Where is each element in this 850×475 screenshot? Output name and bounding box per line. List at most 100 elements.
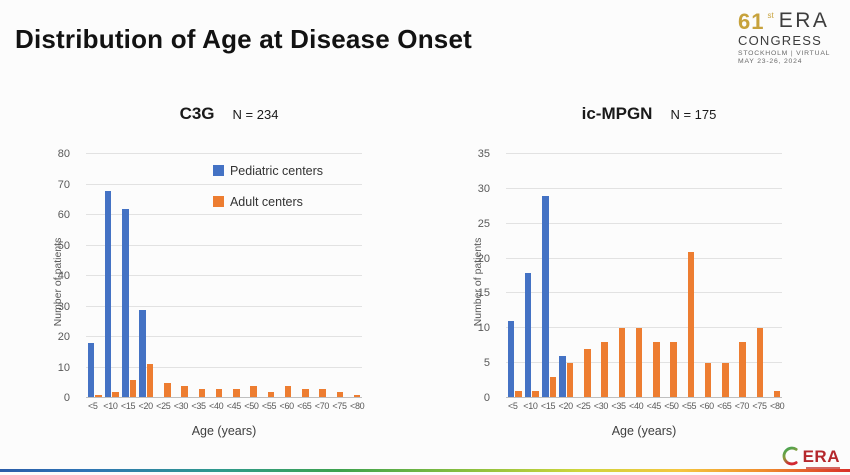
x-tick-label: <55: [681, 401, 697, 411]
gridline: [506, 257, 782, 259]
adult-bar: [670, 342, 677, 398]
bar-group: [523, 154, 540, 398]
adult-bar: [549, 377, 557, 398]
x-tick-label: <20: [138, 401, 154, 411]
era-logo-text: ERA: [802, 446, 840, 466]
x-axis-title: Age (years): [611, 424, 677, 438]
x-axis-line: [506, 397, 782, 398]
x-tick-label: <50: [244, 401, 259, 411]
bar-group: [610, 154, 627, 398]
pediatric-bar: [122, 208, 129, 398]
y-tick-label: 15: [477, 287, 490, 300]
x-tick-label: <80: [770, 401, 785, 411]
x-tick-label: <5: [87, 401, 98, 411]
y-axis-labels: 0 5 10 15 20 25 30 35: [450, 148, 498, 404]
bar-group: [86, 154, 103, 398]
bar-group: [765, 154, 782, 398]
adult-bar: [532, 391, 539, 398]
adult-bar: [95, 394, 102, 398]
slide-title: Distribution of Age at Disease Onset: [15, 24, 472, 54]
adult-bar: [687, 251, 695, 398]
x-tick-label: <40: [629, 401, 644, 411]
adult-bar: [336, 391, 344, 398]
x-tick-label: <70: [314, 401, 330, 411]
plot-area: [506, 153, 782, 398]
bar-group: [207, 154, 224, 398]
y-tick-label: 30: [477, 182, 490, 195]
bar-group: [259, 154, 276, 398]
era-footer-logo: ERA: [782, 446, 840, 469]
x-tick-label: <60: [699, 401, 715, 411]
y-tick-label: 30: [57, 300, 70, 313]
y-tick-label: 35: [477, 148, 490, 160]
adult-bar: [112, 391, 119, 398]
legend-entry: Pediatric centers: [212, 164, 323, 178]
bar-groups: [506, 154, 782, 398]
gridline: [86, 305, 362, 307]
x-axis-title: Age (years): [191, 424, 257, 438]
bar-group: [155, 154, 172, 398]
pediatric-bar: [559, 356, 566, 398]
adult-bar: [722, 363, 729, 398]
y-axis-labels: 0 10 20 30 40 50 60 70 80: [30, 148, 78, 404]
adult-bar: [233, 388, 240, 398]
gridline: [506, 362, 782, 364]
plot-area: Pediatric centers Adult centers: [86, 153, 362, 398]
adult-bar: [319, 388, 326, 398]
y-tick-label: 10: [477, 322, 490, 335]
gridline: [86, 275, 362, 276]
gridline: [506, 327, 782, 329]
adult-bar: [267, 391, 275, 398]
y-tick-label: 20: [57, 331, 70, 343]
bar-group: [679, 154, 696, 398]
x-axis-labels: <5 <10 <15 <20 <25 <30 <35 <40 <45 <50 <55 <60 <65 <7…: [504, 401, 786, 411]
chart-title: ic-MPGN: [581, 104, 653, 123]
gridline: [86, 214, 362, 215]
bar-group: [748, 154, 765, 398]
legend-swatch-icon: [212, 165, 224, 177]
adult-bar: [250, 385, 257, 398]
pediatric-bar: [524, 272, 532, 398]
x-tick-label: <75: [752, 401, 767, 411]
pediatric-bar: [507, 321, 515, 398]
chart-icmpgn: ic-MPGN N = 175 Number of patients 0 5 10 1…: [448, 98, 848, 450]
y-tick-label: 60: [57, 209, 70, 221]
bar-group: [172, 154, 189, 398]
x-tick-label: <15: [120, 401, 136, 411]
congress-name: CONGRESS: [738, 33, 823, 49]
x-tick-label: <20: [558, 401, 574, 411]
adult-bar: [515, 391, 522, 398]
bar-groups: [86, 154, 362, 398]
bar-group: [506, 154, 523, 398]
era-logo-tagline-mark: [806, 467, 840, 469]
gridline: [86, 183, 362, 185]
adult-bar: [302, 388, 309, 398]
bar-group: [121, 154, 138, 398]
bar-group: [730, 154, 747, 398]
x-tick-label: <55: [261, 401, 277, 411]
bar-group: [713, 154, 730, 398]
legend-swatch-icon: [212, 196, 224, 208]
chart-n-label: N = 175: [670, 107, 717, 122]
y-tick-label: 20: [477, 252, 490, 265]
congress-logo: 61 st ERA CONGRESS STOCKHOLM | VIRTUAL M…: [738, 9, 840, 65]
adult-bar: [146, 364, 154, 398]
y-tick-label: 50: [57, 239, 70, 252]
pediatric-bar: [542, 195, 549, 398]
gridline: [506, 187, 782, 189]
y-tick-label: 0: [63, 392, 70, 404]
x-tick-label: <80: [350, 401, 365, 411]
bar-group: [241, 154, 258, 398]
x-tick-label: <65: [297, 401, 312, 411]
bar-group: [592, 154, 609, 398]
bar-group: [661, 154, 678, 398]
gridline: [506, 292, 782, 294]
bar-group: [575, 154, 592, 398]
adult-bar: [653, 342, 660, 398]
pediatric-bar: [104, 190, 112, 398]
bar-group: [644, 154, 661, 398]
y-tick-label: 10: [57, 361, 70, 374]
x-tick-label: <40: [209, 401, 224, 411]
adult-bar: [704, 363, 712, 398]
bar-group: [138, 154, 155, 398]
